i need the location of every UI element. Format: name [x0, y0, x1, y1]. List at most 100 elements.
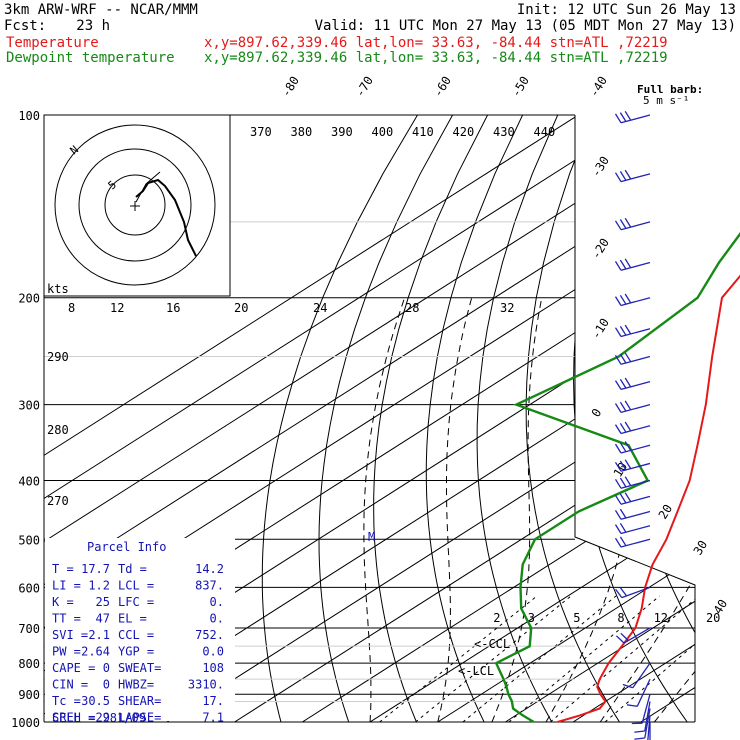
- dry-adiabat: [573, 115, 695, 722]
- temperature-label: -30: [589, 154, 612, 180]
- temperature-legend-info: x,y=897.62,339.46 lat,lon= 33.63, -84.44…: [204, 35, 668, 51]
- mixing-ratio-label: 12: [654, 611, 668, 625]
- parcel-value: LFC =: [118, 595, 154, 609]
- isotherm: [234, 115, 695, 722]
- freezing-level-marker: M: [368, 530, 375, 544]
- hodograph-ring-outer: [54, 124, 216, 286]
- temperature-point: [621, 645, 623, 647]
- hodograph-origin: [130, 201, 140, 211]
- parcel-value: 3310.: [188, 678, 224, 692]
- pressure-tick-labels: 100 200 300 400 500 600 700 800 900 1000: [11, 109, 40, 730]
- parcel-info-box: [45, 538, 235, 721]
- hodograph-trace: [135, 178, 197, 257]
- hodograph-ring-mid: [78, 148, 192, 262]
- wind-barb: [614, 293, 651, 307]
- hodograph-ring-label: 20: [234, 301, 248, 315]
- parcel-value: CAPE =: [52, 661, 95, 675]
- theta-side-label: 280: [47, 423, 69, 437]
- wind-barb: [614, 459, 651, 472]
- dewpoint-point: [534, 538, 536, 540]
- dewpoint-point: [522, 714, 524, 716]
- parcel-value: 47: [96, 612, 110, 626]
- parcel-value: 0: [103, 661, 110, 675]
- temperature-point: [599, 678, 601, 680]
- parcel-value: 752.: [195, 628, 224, 642]
- pressure-label: 300: [18, 399, 40, 413]
- temperature-label: -20: [589, 236, 612, 262]
- parcel-value: SREH =: [52, 711, 95, 725]
- isotherm: [709, 115, 740, 722]
- temperature-legend-label: Temperature: [6, 35, 99, 51]
- theta-label: 400: [372, 125, 394, 139]
- parcel-value: 2.64: [81, 645, 110, 659]
- dewpoint-point: [530, 627, 532, 629]
- dry-adiabat: [261, 115, 418, 722]
- parcel-value: 7.1: [202, 711, 224, 725]
- wind-barb: [649, 722, 651, 740]
- parcel-value: CIN =: [52, 678, 88, 692]
- isotherm: [44, 115, 579, 722]
- temperature-point: [721, 297, 723, 299]
- parcel-value: 1.2: [88, 579, 110, 593]
- parcel-value: TT =: [52, 612, 81, 626]
- temperature-point: [604, 700, 606, 703]
- parcel-value: 29: [96, 711, 110, 725]
- dry-adiabat: [318, 115, 454, 722]
- temperature-label: -70: [353, 74, 376, 100]
- hodograph-units: kts: [47, 282, 69, 296]
- temperature-label: 20: [656, 502, 676, 522]
- temperature-point: [665, 538, 667, 540]
- parcel-value: Tc =: [52, 694, 81, 708]
- wind-barb: [614, 400, 651, 414]
- parcel-value: SVI =: [52, 628, 88, 642]
- theta-label: 440: [534, 125, 556, 139]
- pressure-label: 1000: [11, 716, 40, 730]
- wind-barb: [647, 715, 651, 740]
- temperature-point: [641, 607, 643, 610]
- temperature-point: [711, 355, 713, 358]
- dewpoint-point: [520, 607, 522, 610]
- wind-barb: [614, 217, 651, 231]
- hodograph-ring-labels: 8 12 16 20 24 28 32: [68, 301, 514, 315]
- temperature-point: [652, 563, 654, 566]
- mixing-ratio-label: 20: [706, 611, 720, 625]
- wind-barb: [614, 377, 651, 391]
- wind-barb: [614, 352, 651, 365]
- theta-side-label: 270: [47, 494, 69, 508]
- profile-points: [495, 261, 723, 723]
- parcel-value: LCL =: [118, 579, 154, 593]
- mixing-ratio-line: [415, 595, 572, 722]
- dewpoint-point: [618, 355, 620, 358]
- hodograph: 5 N: [43, 114, 231, 297]
- theta-label: 380: [291, 125, 313, 139]
- wind-barb: [634, 708, 651, 740]
- dewpoint-point: [578, 510, 580, 513]
- dewpoint-point: [511, 700, 513, 703]
- temperature-point: [634, 627, 637, 629]
- parcel-value: 14.2: [195, 562, 224, 576]
- parcel-value: 0.: [210, 612, 224, 626]
- hodograph-ring-inner: [104, 174, 166, 236]
- dewpoint-point: [533, 721, 535, 723]
- wind-barb: [615, 627, 651, 644]
- temperature-point: [607, 662, 610, 664]
- wind-barb: [614, 110, 651, 124]
- parcel-value: 25: [96, 595, 110, 609]
- dry-adiabat: [707, 115, 740, 735]
- theta-label: 420: [453, 125, 475, 139]
- dry-adiabat: [476, 115, 560, 722]
- parcel-value: 30.5: [81, 694, 110, 708]
- temperature-point: [579, 714, 581, 716]
- dry-adiabat: [525, 115, 629, 722]
- temperature-point: [696, 444, 699, 446]
- parcel-value: HWBZ=: [118, 678, 154, 692]
- hodograph-motion-vector: [135, 171, 161, 203]
- theta-label: 370: [250, 125, 272, 139]
- parcel-info-title: Parcel Info: [87, 540, 166, 554]
- parcel-value: 2.1: [88, 628, 110, 642]
- parcel-value: 108: [202, 661, 224, 675]
- moist-adiabat: [653, 297, 695, 722]
- temperature-profile: [557, 274, 740, 723]
- temperature-point: [644, 586, 646, 588]
- wind-barb: [615, 586, 651, 599]
